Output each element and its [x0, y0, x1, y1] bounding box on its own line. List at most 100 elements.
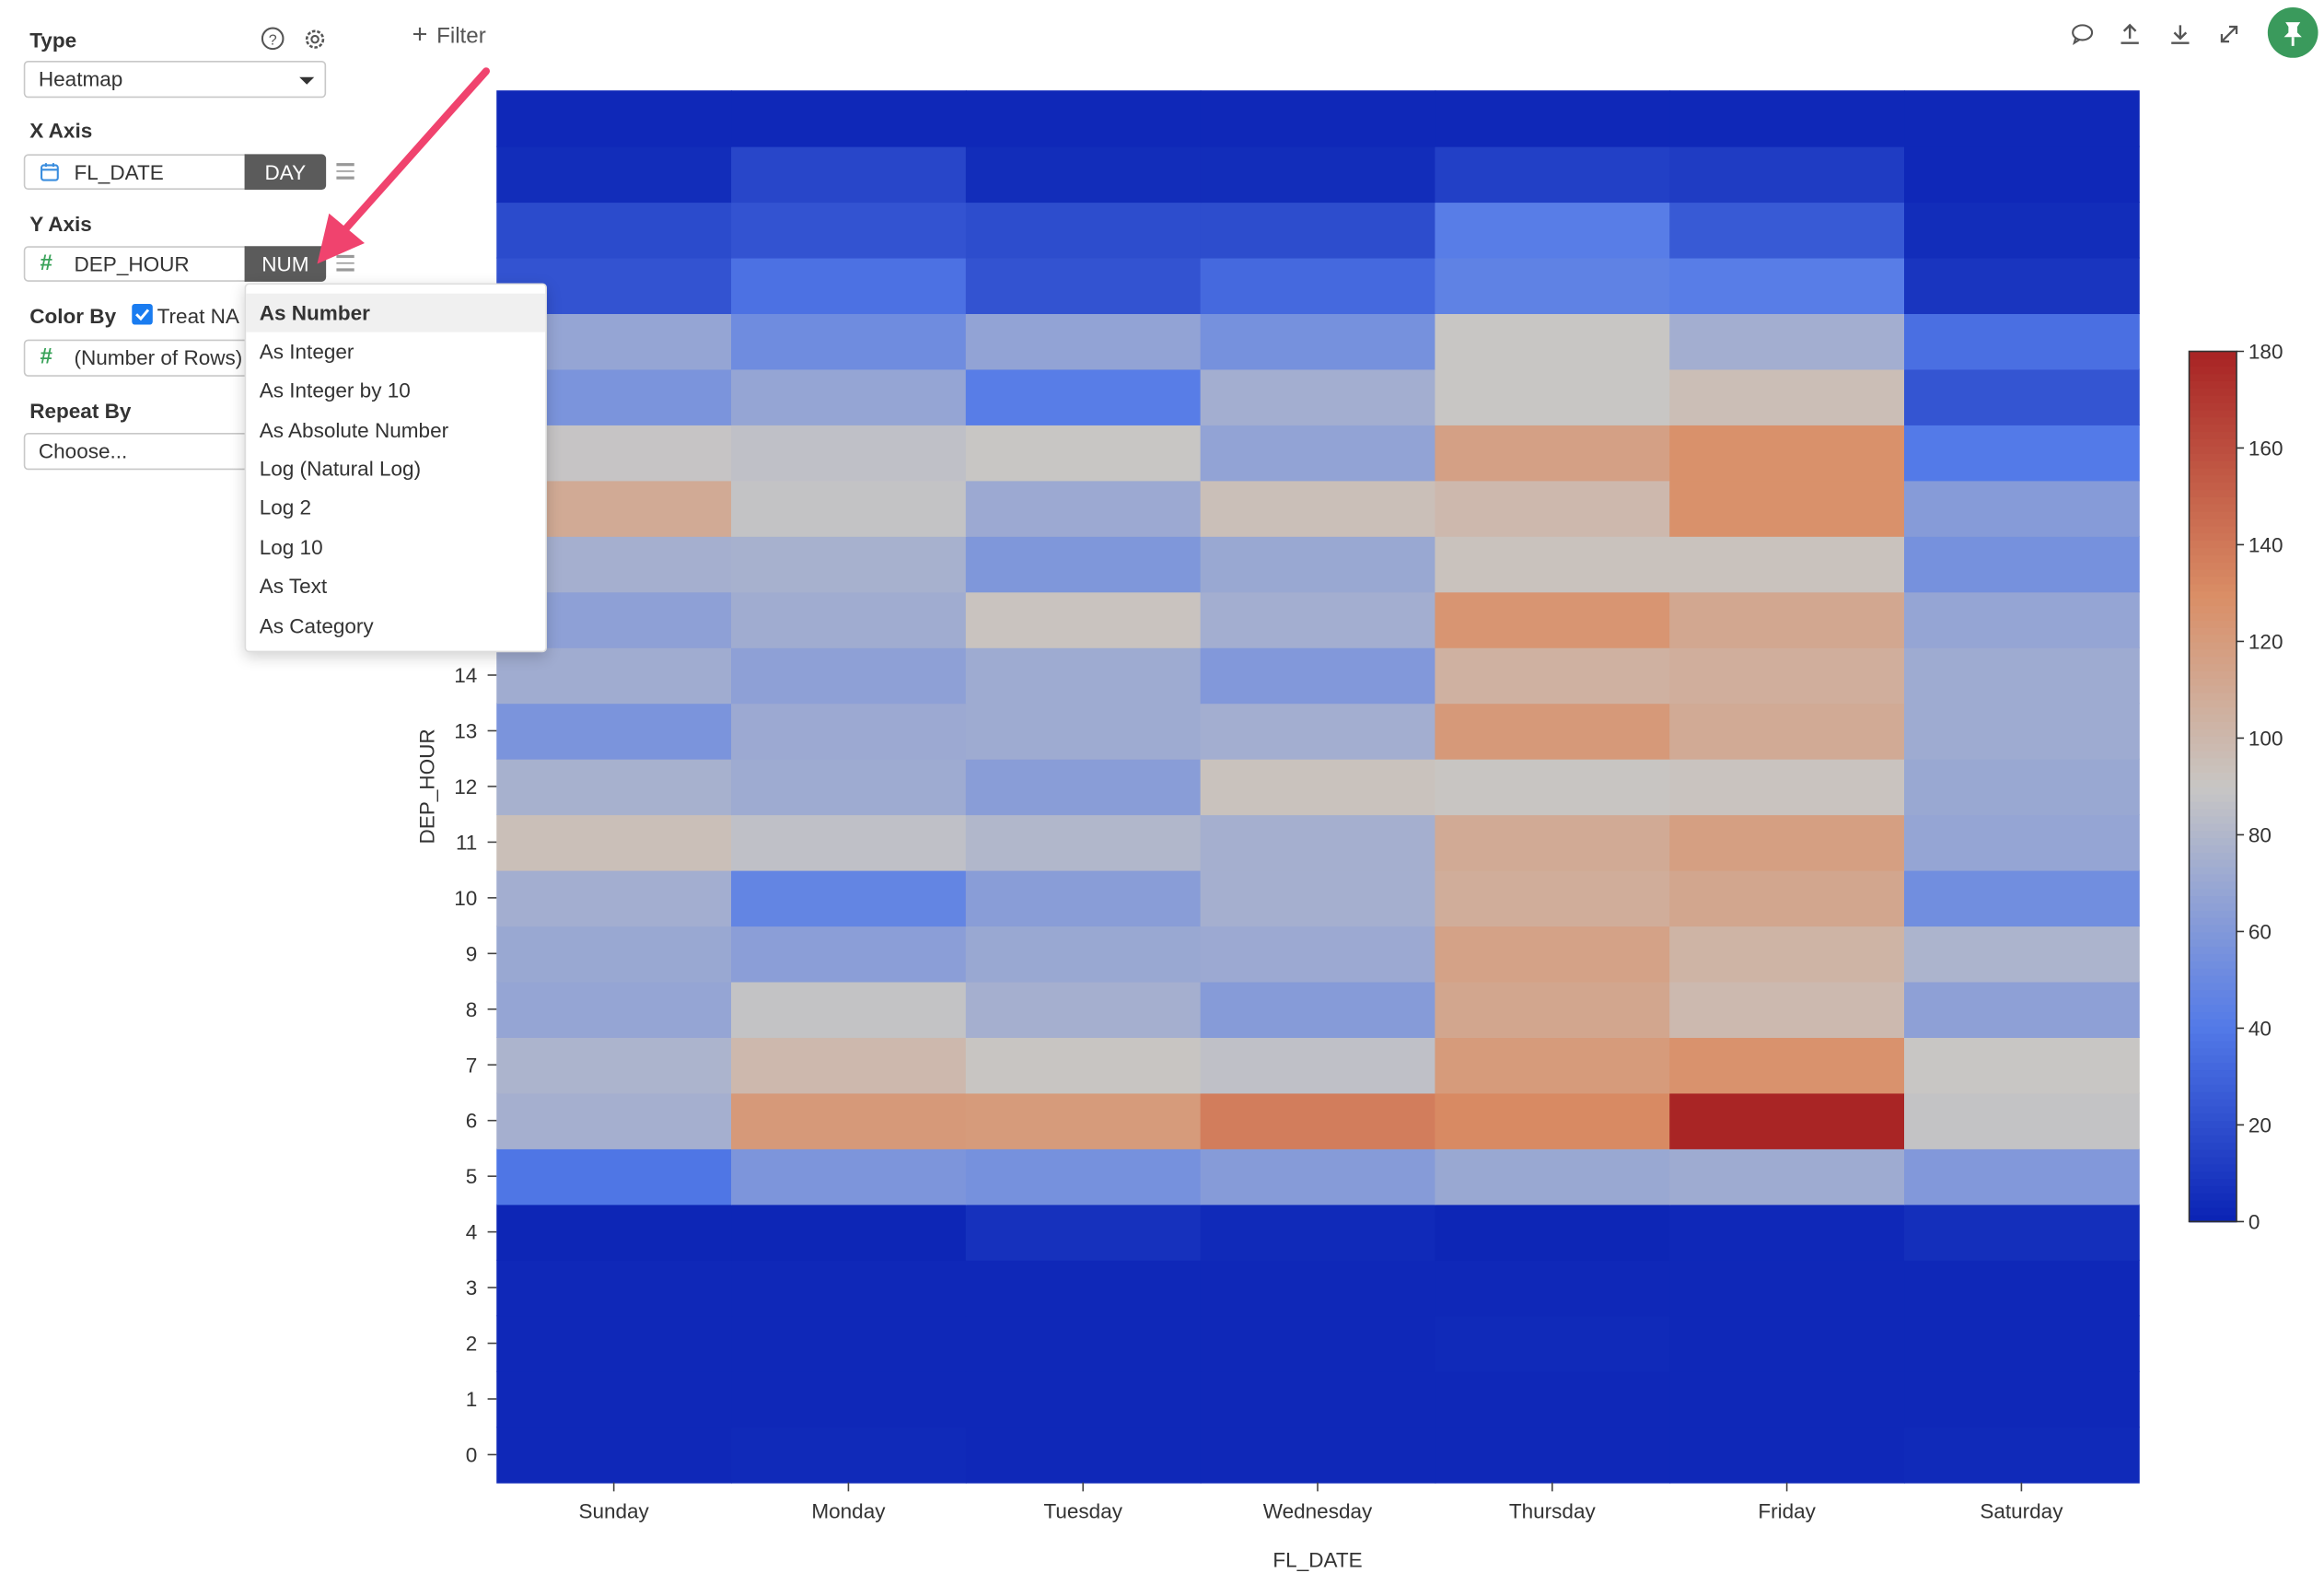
pin-button[interactable] [2267, 7, 2318, 58]
colorbar-segment [2189, 1156, 2237, 1165]
colorbar-segment [2189, 424, 2237, 433]
heatmap-cell [965, 535, 1202, 593]
heatmap-cell [1435, 1204, 1671, 1261]
heatmap-cell [1200, 90, 1436, 147]
heatmap-cell [1904, 480, 2140, 537]
gear-icon[interactable] [302, 27, 327, 52]
colorbar-segment [2189, 953, 2237, 961]
x-tick-label: Wednesday [1263, 1499, 1373, 1522]
y-axis-menu-icon[interactable] [336, 254, 354, 275]
heatmap-cell [731, 1204, 967, 1261]
download-icon[interactable] [2167, 21, 2193, 48]
menu-item-as-integer[interactable]: As Integer [259, 339, 354, 364]
heatmap-cell [496, 202, 733, 259]
heatmap-cell [1669, 1427, 1905, 1484]
y-tick-label: 11 [456, 831, 477, 854]
y-axis-type-button[interactable]: NUM [244, 246, 327, 282]
colorbar-segment [2189, 1054, 2237, 1064]
color-by-label: Color By [29, 303, 117, 328]
heatmap-cell [1904, 981, 2140, 1038]
heatmap-cell [1904, 146, 2140, 204]
heatmap-cell [965, 869, 1202, 927]
x-axis-type-button[interactable]: DAY [244, 154, 327, 191]
heatmap-cell [965, 1427, 1202, 1484]
y-tick-label: 14 [454, 664, 477, 687]
heatmap-cell [1200, 313, 1436, 370]
heatmap-cell [731, 758, 967, 816]
colorbar-segment [2189, 1163, 2237, 1172]
colorbar-segment [2189, 1127, 2237, 1136]
type-select[interactable]: Heatmap [23, 60, 327, 99]
menu-item-as-text[interactable]: As Text [259, 573, 328, 598]
colorbar-tick-label: 40 [2248, 1017, 2272, 1040]
heatmap-cell [1200, 758, 1436, 816]
colorbar-segment [2189, 590, 2237, 600]
chevron-down-icon [299, 76, 315, 85]
colorbar-segment [2189, 1113, 2237, 1122]
y-tick-label: 6 [466, 1110, 478, 1133]
colorbar-segment [2189, 866, 2237, 875]
menu-item-as-number[interactable]: As Number [246, 293, 546, 332]
colorbar-segment [2189, 779, 2237, 787]
x-tick-label: Saturday [1980, 1499, 2063, 1522]
heatmap-cell [1669, 90, 1905, 147]
colorbar-segment [2189, 851, 2237, 860]
heatmap-cell [1435, 146, 1671, 204]
colorbar-segment [2189, 714, 2237, 723]
y-tick-label: 12 [454, 775, 477, 798]
expand-icon[interactable] [2216, 21, 2243, 48]
menu-item-log-2[interactable]: Log 2 [259, 495, 312, 519]
colorbar-segment [2189, 670, 2237, 679]
colorbar-segment [2189, 1083, 2237, 1092]
heatmap-cell [965, 257, 1202, 314]
colorbar-segment [2189, 931, 2237, 940]
heatmap-cell [965, 758, 1202, 816]
heatmap-cell [731, 1037, 967, 1094]
y-tick-label: 13 [454, 720, 477, 743]
heatmap-cell [496, 1315, 733, 1372]
colorbar-segment [2189, 1062, 2237, 1071]
y-axis-field[interactable]: # DEP_HOUR [23, 246, 247, 282]
colorbar-segment [2189, 1192, 2237, 1201]
colorbar-tick-label: 160 [2248, 437, 2283, 460]
filter-label: Filter [436, 23, 486, 50]
colorbar-segment [2189, 684, 2237, 693]
repeat-by-select[interactable]: Choose... [23, 433, 247, 471]
heatmap-chart: Sunday Monday Tuesday Wednesday Thursday Frid… [416, 90, 2283, 1571]
menu-item-as-category[interactable]: As Category [259, 613, 374, 638]
comment-icon[interactable] [2069, 21, 2096, 48]
colorbar-segment [2189, 452, 2237, 461]
heatmap-cell [965, 313, 1202, 370]
heatmap-cell [1904, 1148, 2140, 1206]
add-filter-button[interactable]: + Filter [412, 19, 485, 51]
upload-icon[interactable] [2117, 21, 2144, 48]
colorbar-segment [2189, 974, 2237, 984]
heatmap-cell [731, 1148, 967, 1206]
heatmap-cell [1669, 1315, 1905, 1372]
help-circle-icon[interactable]: ? [261, 27, 285, 51]
menu-item-log-natural[interactable]: Log (Natural Log) [259, 456, 422, 481]
menu-item-as-integer-by-10[interactable]: As Integer by 10 [259, 378, 411, 402]
heatmap-cell [496, 926, 733, 983]
heatmap-cell [1669, 926, 1905, 983]
heatmap-cell [1669, 869, 1905, 927]
heatmap-cell [731, 257, 967, 314]
colorbar-segment [2189, 822, 2237, 832]
colorbar-segment [2189, 431, 2237, 439]
menu-item-as-absolute-number[interactable]: As Absolute Number [259, 417, 449, 442]
heatmap-cell [1200, 1037, 1436, 1094]
heatmap-cell [496, 1259, 733, 1317]
colorbar-segment [2189, 1098, 2237, 1107]
colorbar-segment [2189, 938, 2237, 948]
color-by-field[interactable]: # (Number of Rows) [23, 339, 247, 377]
x-axis-field[interactable]: FL_DATE [23, 154, 247, 191]
colorbar-tick-label: 60 [2248, 920, 2272, 943]
menu-item-log-10[interactable]: Log 10 [259, 535, 323, 559]
colorbar-segment [2189, 1076, 2237, 1085]
treat-na-checkbox[interactable] [132, 303, 153, 325]
x-axis-menu-icon[interactable] [336, 163, 354, 183]
heatmap-cell [1435, 703, 1671, 760]
y-tick-label: 4 [466, 1221, 478, 1244]
heatmap-cell [965, 424, 1202, 482]
heatmap-cell [1435, 1148, 1671, 1206]
